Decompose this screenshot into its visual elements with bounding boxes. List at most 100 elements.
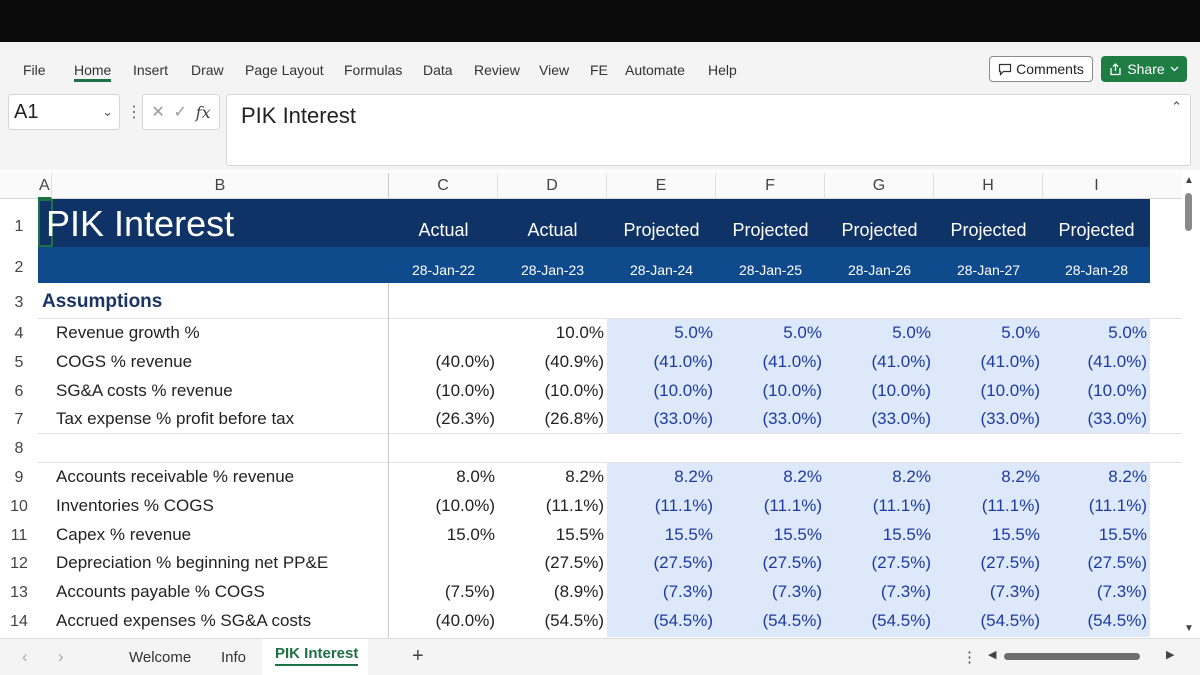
- tab-file[interactable]: File: [23, 62, 46, 78]
- value-cell[interactable]: (10.0%): [1087, 381, 1147, 400]
- value-cell[interactable]: 8.0%: [456, 467, 495, 486]
- row-label[interactable]: Capex % revenue: [56, 525, 192, 544]
- value-cell[interactable]: (54.5%): [762, 611, 822, 630]
- comments-button[interactable]: Comments: [989, 56, 1093, 82]
- value-cell[interactable]: 15.5%: [773, 525, 822, 544]
- value-cell[interactable]: (10.0%): [980, 381, 1040, 400]
- value-cell[interactable]: 15.5%: [555, 525, 604, 544]
- tab-help[interactable]: Help: [708, 62, 737, 78]
- value-cell[interactable]: 5.0%: [1001, 323, 1040, 342]
- date-g[interactable]: 28-Jan-26: [847, 262, 912, 278]
- next-sheet-icon[interactable]: ›: [58, 647, 64, 666]
- horizontal-scrollbar[interactable]: ◀ ▶: [988, 649, 1178, 665]
- tab-automate[interactable]: Automate: [625, 62, 685, 78]
- row-label[interactable]: Tax expense % profit before tax: [56, 409, 295, 428]
- more-options-icon[interactable]: ⋮: [126, 104, 142, 121]
- value-cell[interactable]: 15.5%: [882, 525, 931, 544]
- scroll-right-icon[interactable]: ▶: [1166, 649, 1175, 661]
- value-cell[interactable]: (33.0%): [762, 409, 822, 428]
- row-header-14[interactable]: 14: [10, 613, 28, 630]
- value-cell[interactable]: 8.2%: [565, 467, 604, 486]
- value-cell[interactable]: (41.0%): [871, 352, 931, 371]
- value-cell[interactable]: (7.5%): [444, 582, 495, 601]
- value-cell[interactable]: (7.3%): [771, 582, 822, 601]
- cancel-icon[interactable]: ✕: [151, 104, 165, 121]
- value-cell[interactable]: (40.0%): [435, 352, 495, 371]
- value-cell[interactable]: (27.5%): [871, 553, 931, 572]
- column-header-f[interactable]: F: [716, 173, 825, 199]
- row-header-8[interactable]: 8: [14, 440, 24, 457]
- row-label[interactable]: Inventories % COGS: [56, 496, 214, 515]
- header-i[interactable]: Projected: [1058, 220, 1135, 240]
- row-header-11[interactable]: 11: [10, 527, 28, 544]
- row-header-4[interactable]: 4: [14, 325, 24, 342]
- row-header-3[interactable]: 3: [14, 294, 24, 311]
- column-header-b[interactable]: B: [52, 173, 389, 199]
- value-cell[interactable]: (11.1%): [1088, 496, 1147, 515]
- header-f[interactable]: Projected: [732, 220, 809, 240]
- tab-fe[interactable]: FE: [590, 62, 608, 78]
- value-cell[interactable]: 15.0%: [446, 525, 495, 544]
- value-cell[interactable]: (7.3%): [662, 582, 713, 601]
- row-label[interactable]: Accounts payable % COGS: [56, 582, 265, 601]
- value-cell[interactable]: (41.0%): [653, 352, 713, 371]
- tab-home[interactable]: Home: [74, 62, 112, 82]
- value-cell[interactable]: (10.0%): [871, 381, 931, 400]
- row-header-13[interactable]: 13: [10, 584, 28, 601]
- date-e[interactable]: 28-Jan-24: [629, 262, 694, 278]
- row-header-1[interactable]: 1: [14, 218, 24, 235]
- formula-input[interactable]: PIK Interest ⌃: [226, 94, 1191, 166]
- value-cell[interactable]: 15.5%: [664, 525, 713, 544]
- tab-view[interactable]: View: [539, 62, 570, 78]
- value-cell[interactable]: (40.9%): [544, 352, 604, 371]
- column-header-a[interactable]: A: [38, 173, 52, 199]
- chevron-down-icon[interactable]: ⌄: [102, 104, 113, 119]
- active-cell-a1[interactable]: [38, 199, 53, 247]
- tab-formulas[interactable]: Formulas: [344, 62, 403, 78]
- value-cell[interactable]: 5.0%: [892, 323, 931, 342]
- header-d[interactable]: Actual: [527, 220, 578, 240]
- add-sheet-button[interactable]: +: [412, 645, 424, 667]
- value-cell[interactable]: (11.1%): [763, 496, 822, 515]
- tab-insert[interactable]: Insert: [133, 62, 169, 78]
- value-cell[interactable]: (7.3%): [880, 582, 931, 601]
- value-cell[interactable]: (41.0%): [980, 352, 1040, 371]
- value-cell[interactable]: (26.3%): [435, 409, 495, 428]
- previous-sheet-icon[interactable]: ‹: [22, 647, 28, 666]
- header-g[interactable]: Projected: [841, 220, 918, 240]
- value-cell[interactable]: (27.5%): [653, 553, 713, 572]
- tab-page-layout[interactable]: Page Layout: [245, 62, 324, 78]
- date-h[interactable]: 28-Jan-27: [956, 262, 1021, 278]
- column-header-i[interactable]: I: [1094, 177, 1099, 194]
- value-cell[interactable]: (33.0%): [871, 409, 931, 428]
- section-heading[interactable]: Assumptions: [42, 291, 163, 312]
- value-cell[interactable]: (10.0%): [435, 496, 495, 515]
- row-label[interactable]: Accrued expenses % SG&A costs: [56, 611, 312, 630]
- row-header-12[interactable]: 12: [10, 555, 28, 572]
- sheet-tab-info[interactable]: Info: [221, 649, 247, 666]
- sheet-title[interactable]: PIK Interest: [46, 203, 235, 244]
- column-header-h[interactable]: H: [934, 173, 1043, 199]
- scroll-down-icon[interactable]: ▼: [1184, 623, 1194, 634]
- confirm-icon[interactable]: ✓: [173, 104, 187, 121]
- value-cell[interactable]: (26.8%): [544, 409, 604, 428]
- value-cell[interactable]: (11.1%): [981, 496, 1040, 515]
- value-cell[interactable]: (54.5%): [653, 611, 713, 630]
- value-cell[interactable]: (10.0%): [544, 381, 604, 400]
- value-cell[interactable]: (41.0%): [762, 352, 822, 371]
- share-button[interactable]: Share: [1101, 56, 1187, 82]
- header-h[interactable]: Projected: [950, 220, 1027, 240]
- value-cell[interactable]: 8.2%: [1001, 467, 1040, 486]
- value-cell[interactable]: (10.0%): [435, 381, 495, 400]
- row-header-6[interactable]: 6: [14, 383, 24, 400]
- value-cell[interactable]: (54.5%): [980, 611, 1040, 630]
- date-d[interactable]: 28-Jan-23: [520, 262, 585, 278]
- value-cell[interactable]: (54.5%): [1087, 611, 1147, 630]
- date-i[interactable]: 28-Jan-28: [1064, 262, 1129, 278]
- value-cell[interactable]: (54.5%): [871, 611, 931, 630]
- value-cell[interactable]: 10.0%: [555, 323, 604, 342]
- header-e[interactable]: Projected: [623, 220, 700, 240]
- value-cell[interactable]: (27.5%): [544, 553, 604, 572]
- value-cell[interactable]: (33.0%): [1087, 409, 1147, 428]
- value-cell[interactable]: (54.5%): [544, 611, 604, 630]
